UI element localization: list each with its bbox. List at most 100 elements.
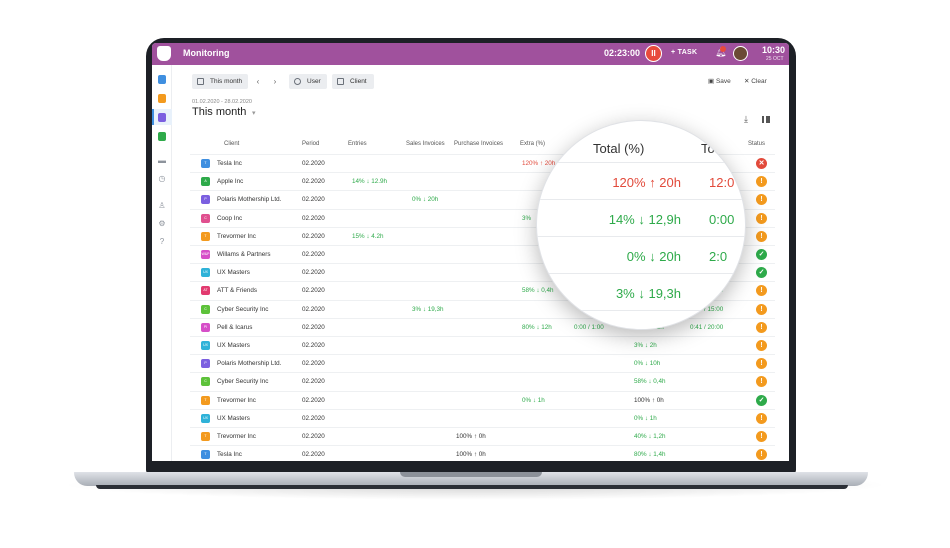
client-badge: AT [201, 286, 210, 296]
client-name: Trevormer Inc [217, 433, 256, 440]
avatar[interactable] [733, 46, 748, 61]
laptop-base-bottom [96, 485, 848, 489]
client-badge: C [201, 213, 210, 223]
save-button[interactable]: ▣ Save [708, 78, 731, 85]
sidebar-invoice-icon[interactable] [158, 132, 166, 141]
period-cell: 02.2020 [302, 342, 325, 349]
total-cell: 100% ↑ 0h [634, 396, 664, 404]
status-warning-icon: ! [756, 412, 767, 424]
table-row[interactable]: T Trevormer Inc 02.2020 0% ↓ 1h 100% ↑ 0h ✓ [190, 390, 775, 409]
magnifier-total-value: 120% ↑ 20h [612, 175, 681, 190]
magnifier-row: 3% ↓ 19,3h [537, 274, 745, 311]
client-badge: T [201, 395, 210, 405]
sidebar-clock-icon[interactable]: ◷ [158, 174, 166, 183]
magnifier-col-total: Total (%) [593, 141, 645, 156]
period-cell: 02.2020 [302, 251, 325, 258]
notification-dot [720, 46, 726, 52]
bell-icon[interactable]: 🔔︎ [715, 47, 727, 57]
col-status[interactable]: Status [748, 141, 766, 147]
sidebar-clipboard-icon[interactable] [158, 75, 166, 84]
extra-cell: 80% ↓ 12h [522, 323, 552, 331]
laptop-notch [400, 472, 542, 477]
extra-cell: 0% ↓ 1h [522, 396, 545, 404]
status-warning-icon: ! [756, 340, 767, 351]
total-cell: 0% ↓ 10h [634, 360, 661, 368]
magnifier-time-value: 12:0 [709, 175, 735, 190]
sidebar-stamp-icon[interactable]: ♙ [158, 201, 166, 210]
period-cell: 02.2020 [302, 196, 325, 204]
magnifier-lens: Total (%) To 120% ↑ 20h 12:0 14% ↓ 12,9h 0:… [536, 120, 746, 330]
chevron-down-icon[interactable]: ▾ [252, 110, 256, 117]
col-purchase-invoices[interactable]: Purchase Invoices [454, 141, 504, 147]
client-filter-button[interactable]: Client [332, 74, 374, 89]
client-badge: T [201, 432, 210, 441]
extra-cell: 3% [522, 214, 532, 222]
user-filter-button[interactable]: User [289, 74, 327, 89]
period-filter-label: This month [210, 78, 243, 85]
table-row[interactable]: UX UX Masters 02.2020 0% ↓ 1h! [190, 408, 775, 427]
col-sales-invoices[interactable]: Sales Invoices [406, 141, 445, 147]
sidebar-monitoring-icon[interactable] [158, 113, 166, 122]
magnifier-col-time: To [701, 141, 715, 156]
status-warning-icon: ! [756, 176, 767, 188]
magnifier-total-value: 0% ↓ 20h [626, 249, 681, 264]
table-row[interactable]: T Tesla Inc 02.2020 120% ↑ 20h ✕ [190, 154, 775, 172]
table-row[interactable]: C Cyber Security Inc 02.2020 58% ↓ 0,4h! [190, 372, 775, 390]
client-badge: T [201, 450, 210, 460]
columns-icon[interactable] [762, 116, 770, 123]
table-row[interactable]: PI Pell & Icarus 02.2020 80% ↓ 12h 0:00 / 1:… [190, 317, 775, 336]
status-warning-icon: ! [756, 303, 767, 315]
sidebar: ▬ ◷ ♙ ⚙ ? [152, 65, 172, 461]
table-row[interactable]: A Apple Inc 02.2020 14% ↓ 12.9h! [190, 172, 775, 190]
client-name: Tesla Inc [217, 451, 242, 459]
col-client[interactable]: Client [224, 141, 240, 147]
client-badge: W&P [201, 250, 210, 259]
next-period-button[interactable]: › [273, 77, 277, 86]
pause-button[interactable]: II [645, 45, 662, 62]
col-period[interactable]: Period [302, 141, 320, 147]
table-row[interactable]: W&P Willams & Partners 02.2020 ✓ [190, 245, 775, 263]
period-title[interactable]: This month [192, 106, 247, 118]
table-row[interactable]: T Tesla Inc 02.2020 100% ↑ 0h 80% ↓ 1,4h! [190, 445, 775, 461]
col-entries[interactable]: Entries [348, 141, 367, 147]
period-filter-button[interactable]: This month [192, 74, 248, 89]
client-badge: UX [201, 341, 210, 350]
client-name: ATT & Friends [217, 287, 258, 295]
table-row[interactable]: T Trevormer Inc 02.2020 15% ↓ 4.2h! [190, 226, 775, 245]
magnifier-row: 14% ↓ 12,9h 0:00 [537, 200, 745, 237]
sidebar-gear-icon[interactable]: ⚙ [158, 219, 166, 228]
table-row[interactable]: P Polaris Mothership Ltd. 02.2020 0% ↓ 10h! [190, 354, 775, 372]
status-warning-icon: ! [756, 321, 767, 333]
table-row[interactable]: P Polaris Mothership Ltd. 02.2020 0% ↓ 20h! [190, 190, 775, 208]
table-row[interactable]: C Coop Inc 02.2020 3%! [190, 208, 775, 227]
client-name: Polaris Mothership Ltd. [217, 360, 282, 368]
magnifier-total-value: 3% ↓ 19,3h [615, 286, 681, 301]
period-cell: 02.2020 [302, 396, 325, 404]
table-row[interactable]: UX UX Masters 02.2020 ✓ [190, 263, 775, 281]
clear-button[interactable]: ✕ Clear [744, 78, 767, 85]
period-cell: 02.2020 [302, 160, 325, 167]
table-row[interactable]: C Cyber Security Inc 02.2020 3% ↓ 19,3h 0:00… [190, 299, 775, 318]
laptop-base [74, 472, 868, 486]
period-cell: 02.2020 [302, 214, 325, 222]
download-icon[interactable]: ⤓ [744, 114, 748, 124]
col-extra[interactable]: Extra (%) [520, 141, 546, 147]
client-name: Cyber Security Inc [217, 305, 269, 313]
user-filter-label: User [307, 78, 321, 85]
period-cell: 02.2020 [302, 360, 325, 368]
owl-logo-icon[interactable] [157, 46, 171, 61]
user-icon [294, 78, 301, 85]
sidebar-folder-icon[interactable]: ▬ [158, 156, 166, 165]
period-cell: 02.2020 [302, 414, 325, 422]
table-row[interactable]: T Trevormer Inc 02.2020 100% ↑ 0h 40% ↓ 1,2h… [190, 427, 775, 445]
sidebar-calendar-icon[interactable] [158, 94, 166, 103]
add-task-button[interactable]: + TASK [671, 49, 698, 56]
date-range: 01.02.2020 - 28.02.2020 [192, 99, 252, 105]
page-title: Monitoring [183, 48, 230, 58]
sidebar-help-icon[interactable]: ? [159, 237, 165, 246]
prev-period-button[interactable]: ‹ [256, 77, 260, 86]
table-row[interactable]: UX UX Masters 02.2020 3% ↓ 2h! [190, 336, 775, 354]
sales-invoices-cell: 3% ↓ 19,3h [412, 305, 444, 313]
sales-invoices-cell: 0% ↓ 20h [412, 196, 439, 204]
client-badge: P [201, 359, 210, 369]
